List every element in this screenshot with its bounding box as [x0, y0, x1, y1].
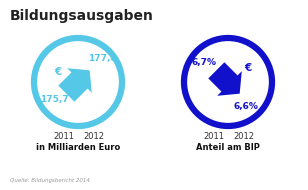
Text: 175,7: 175,7	[40, 95, 69, 104]
Polygon shape	[208, 62, 242, 96]
Text: €: €	[244, 63, 251, 73]
Text: Bildungsausgaben: Bildungsausgaben	[10, 9, 154, 23]
Text: 6,6%: 6,6%	[234, 102, 259, 111]
Text: Anteil am BIP: Anteil am BIP	[196, 143, 260, 152]
Text: Quelle: Bildungsbericht 2014: Quelle: Bildungsbericht 2014	[10, 178, 90, 183]
Text: 2011: 2011	[204, 132, 225, 141]
Text: 177,0: 177,0	[88, 54, 116, 63]
Text: 2012: 2012	[83, 132, 104, 141]
Text: 2012: 2012	[233, 132, 254, 141]
Polygon shape	[58, 68, 92, 102]
Text: 2011: 2011	[54, 132, 75, 141]
Text: 6,7%: 6,7%	[192, 58, 217, 67]
Circle shape	[184, 38, 272, 126]
Text: in Milliarden Euro: in Milliarden Euro	[36, 143, 120, 152]
Text: €: €	[54, 67, 61, 77]
Circle shape	[34, 38, 122, 126]
